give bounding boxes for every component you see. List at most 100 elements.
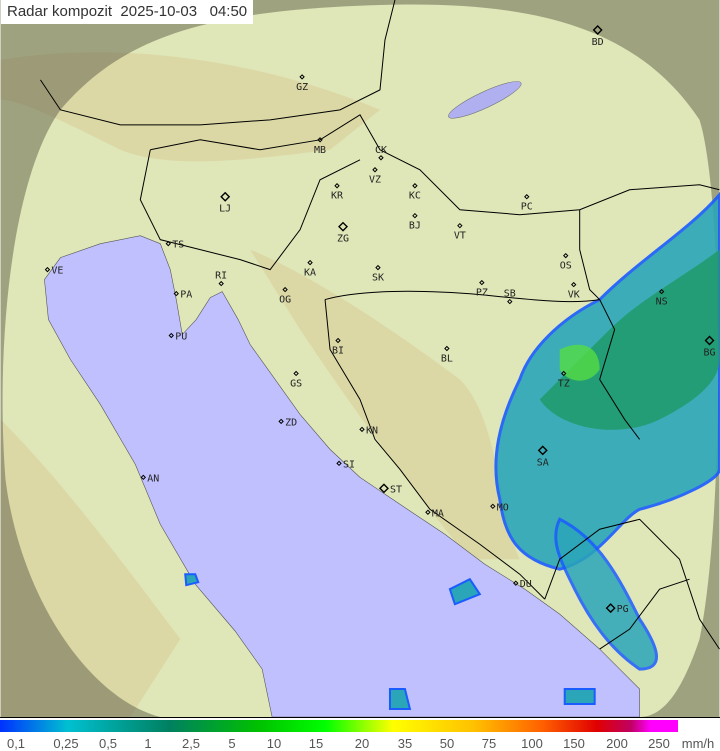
map-title: Radar kompozit 2025-10-03 04:50 <box>1 0 254 24</box>
radar-precipitation <box>184 191 720 711</box>
city-label: BG <box>704 348 716 359</box>
city-vt: VT <box>454 222 466 242</box>
city-marker-icon <box>173 290 179 297</box>
legend-label: 1 <box>144 736 152 751</box>
city-pa: PA <box>173 290 192 301</box>
legend-label: 100 <box>521 736 543 751</box>
legend-label: 35 <box>397 736 413 751</box>
city-label: OG <box>279 295 291 306</box>
city-si: SI <box>336 459 355 470</box>
city-og: OG <box>279 286 291 306</box>
city-marker-icon <box>299 74 305 80</box>
city-label: SI <box>343 459 355 470</box>
legend-label: 150 <box>563 736 585 751</box>
city-marker-icon <box>457 222 463 229</box>
city-label: MA <box>432 508 444 519</box>
legend-label: 250 <box>648 736 670 751</box>
city-marker-icon <box>412 183 418 189</box>
city-label: GZ <box>296 82 308 93</box>
city-vk: VK <box>568 281 580 301</box>
legend-label: 20 <box>354 736 370 751</box>
city-marker-icon <box>165 240 171 247</box>
legend-label: 15 <box>308 736 324 751</box>
city-marker-icon <box>334 183 340 189</box>
city-marker-icon <box>317 137 323 143</box>
legend-label: 50 <box>439 736 455 751</box>
city-an: AN <box>140 473 159 484</box>
city-pg: PG <box>605 603 629 615</box>
radar-map[interactable]: GZ BD MB CK VZ KR KC LJ ZG BJ VT PC TS KA SK OS VE RI PA OG… <box>0 0 720 718</box>
city-gz: GZ <box>296 74 308 93</box>
city-kn: KN <box>359 425 378 436</box>
city-label: GS <box>290 378 302 389</box>
city-ve: VE <box>44 266 63 277</box>
city-label: DU <box>520 579 532 590</box>
city-label: ZG <box>337 234 349 245</box>
city-ka: KA <box>304 259 316 279</box>
city-zg: ZG <box>337 221 349 245</box>
city-marker-icon <box>307 259 313 266</box>
city-label: SA <box>537 457 549 468</box>
legend-label: 2,5 <box>181 736 201 751</box>
city-marker-icon <box>44 266 51 273</box>
city-marker-icon <box>592 24 603 35</box>
city-marker-icon <box>378 483 389 494</box>
city-label: PG <box>617 604 629 615</box>
city-sb: SB <box>504 289 516 305</box>
city-kr: KR <box>331 183 343 202</box>
city-label: KN <box>366 425 378 436</box>
city-marker-icon <box>359 426 365 433</box>
city-marker-icon <box>513 580 519 586</box>
city-pu: PU <box>168 332 187 343</box>
city-tz: TZ <box>558 370 570 389</box>
city-label: PC <box>521 202 533 213</box>
city-pz: PZ <box>476 279 488 299</box>
city-marker-icon <box>412 212 418 219</box>
city-label: AN <box>147 473 159 484</box>
city-sk: SK <box>372 264 384 284</box>
city-label: BI <box>332 346 344 357</box>
city-bg: BG <box>704 335 716 359</box>
city-label: CK <box>375 145 387 156</box>
city-marker-icon <box>524 194 530 200</box>
city-marker-icon <box>537 445 548 456</box>
city-kc: KC <box>409 183 421 202</box>
city-marker-icon <box>140 474 147 481</box>
city-label: BL <box>441 353 453 364</box>
city-marker-icon <box>704 335 715 346</box>
city-marker-icon <box>444 345 450 352</box>
legend-unit: mm/h <box>681 736 715 751</box>
city-label: LJ <box>219 204 231 215</box>
legend-label: 75 <box>481 736 497 751</box>
city-marker-icon <box>168 332 174 339</box>
city-marker-icon <box>570 281 577 288</box>
city-vz: VZ <box>369 167 381 186</box>
city-bd: BD <box>592 24 604 48</box>
legend-label: 5 <box>228 736 236 751</box>
city-mb: MB <box>314 137 326 156</box>
city-label: TZ <box>558 378 570 389</box>
city-bl: BL <box>441 345 453 364</box>
city-label: KA <box>304 268 316 279</box>
city-label: PU <box>175 332 187 343</box>
city-label: SB <box>504 289 516 300</box>
city-label: BD <box>592 37 604 48</box>
city-marker-icon <box>282 286 288 293</box>
city-ma: MA <box>425 508 444 519</box>
city-gs: GS <box>290 370 302 389</box>
city-label: VZ <box>369 175 381 186</box>
city-label: TS <box>172 240 184 251</box>
city-st: ST <box>378 483 402 495</box>
city-label: VK <box>568 290 580 301</box>
legend-label: 0,5 <box>98 736 118 751</box>
city-label: PZ <box>476 288 488 299</box>
legend-label: 0,25 <box>53 736 79 751</box>
city-marker-icon <box>605 603 616 614</box>
sea-adriatic <box>44 235 640 717</box>
legend-label: 200 <box>606 736 628 751</box>
city-marker-icon <box>479 279 485 286</box>
city-marker-icon <box>293 370 299 377</box>
city-label: BJ <box>409 221 421 232</box>
city-marker-icon <box>338 221 349 232</box>
city-mo: MO <box>490 502 509 513</box>
